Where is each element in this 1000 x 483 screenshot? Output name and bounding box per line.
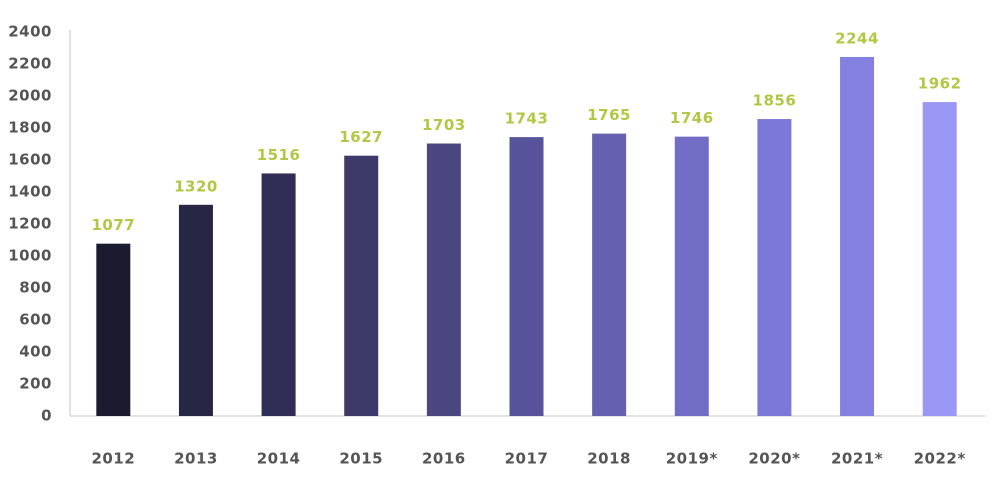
y-tick-label: 600 [19, 311, 52, 329]
value-label: 1962 [918, 75, 962, 93]
y-tick-label: 800 [19, 279, 52, 297]
x-tick-label: 2016 [422, 450, 466, 468]
x-tick-label: 2012 [91, 450, 135, 468]
y-tick-label: 200 [19, 375, 52, 393]
y-tick-label: 2200 [8, 55, 52, 73]
y-tick-label: 1200 [8, 215, 52, 233]
y-tick-label: 1600 [8, 151, 52, 169]
value-label: 1856 [753, 92, 797, 110]
bar [261, 173, 296, 416]
x-tick-label: 2018 [587, 450, 631, 468]
y-tick-label: 1000 [8, 247, 52, 265]
bar [178, 204, 213, 416]
value-label: 1627 [339, 128, 383, 146]
value-label: 1703 [422, 116, 466, 134]
x-tick-label: 2022* [914, 450, 966, 468]
x-tick-label: 2014 [257, 450, 301, 468]
bar [840, 56, 875, 417]
y-tick-label: 1800 [8, 119, 52, 137]
bar [344, 155, 379, 416]
x-tick-label: 2015 [339, 450, 383, 468]
value-label: 2244 [835, 29, 879, 47]
value-label: 1743 [505, 110, 549, 128]
y-tick-label: 400 [19, 343, 52, 361]
value-label: 1077 [91, 216, 135, 234]
x-tick-label: 2019* [666, 450, 718, 468]
bar [757, 119, 792, 416]
bar [509, 137, 544, 416]
value-label: 1320 [174, 177, 218, 195]
value-label: 1765 [587, 106, 631, 124]
bar [96, 243, 131, 416]
bar [426, 143, 461, 416]
y-tick-label: 0 [41, 407, 52, 425]
bar [922, 102, 957, 416]
x-tick-label: 2013 [174, 450, 218, 468]
bar [674, 136, 709, 416]
value-label: 1516 [257, 146, 301, 164]
bar [592, 133, 627, 416]
y-tick-label: 2000 [8, 87, 52, 105]
x-tick-label: 2020* [748, 450, 800, 468]
y-tick-label: 2400 [8, 23, 52, 41]
x-tick-label: 2017 [505, 450, 549, 468]
value-label: 1746 [670, 109, 714, 127]
y-tick-label: 1400 [8, 183, 52, 201]
x-tick-label: 2021* [831, 450, 883, 468]
